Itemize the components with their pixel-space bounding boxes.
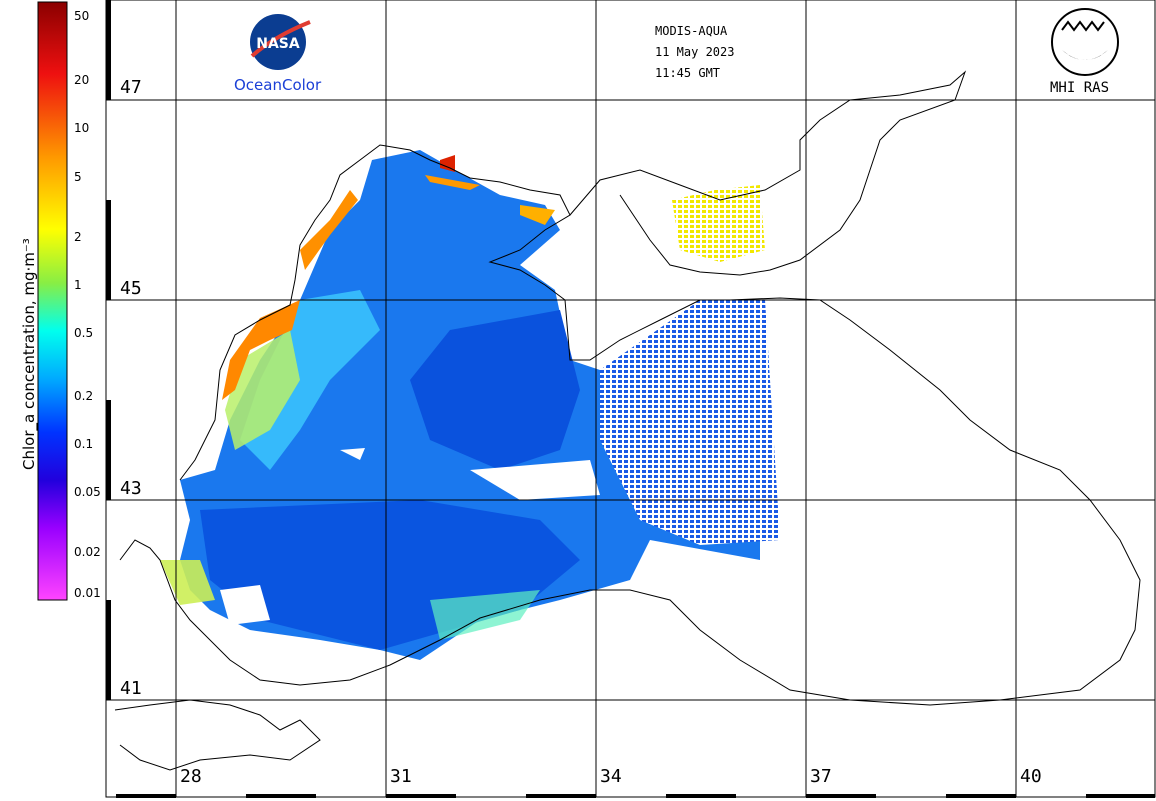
colorbar-tick: 0.01 (74, 586, 101, 600)
lat-scale-bar (106, 0, 111, 700)
mhi-ras-label: MHI RAS (1050, 80, 1110, 96)
azov-sea-swath (672, 185, 765, 262)
colorbar-tick: 20 (74, 73, 90, 87)
colorbar-tick: 10 (74, 121, 90, 135)
lat-label-43: 43 (120, 478, 142, 499)
lon-label-37: 37 (810, 766, 832, 787)
lon-label-40: 40 (1020, 766, 1042, 787)
lat-label-45: 45 (120, 278, 142, 299)
colorbar-tick: 0.05 (74, 485, 101, 499)
lon-label-34: 34 (600, 766, 622, 787)
nasa-logo: NASA (250, 14, 311, 70)
lon-label-31: 31 (390, 766, 412, 787)
lon-scale-bar (116, 794, 1155, 798)
colorbar-tick: 0.1 (74, 437, 94, 451)
colorbar-tick: 0.2 (74, 389, 94, 403)
mhi-ras-logo (1051, 8, 1119, 76)
colorbar-tick: 0.02 (74, 545, 101, 559)
colorbar-tick: 50 (74, 9, 90, 23)
graticule (106, 0, 1155, 797)
colorbar-tick: 0.5 (74, 326, 94, 340)
lon-label-28: 28 (180, 766, 202, 787)
sensor-label: MODIS-AQUA (655, 24, 728, 38)
lat-label-47: 47 (120, 77, 142, 98)
time-label: 11:45 GMT (655, 66, 721, 80)
nasa-wordmark: NASA (256, 36, 300, 52)
colorbar-title: Chlor_a concentration, mg·m⁻³ (20, 238, 38, 470)
date-label: 11 May 2023 (655, 45, 735, 59)
nasa-oceancolor-label: OceanColor (234, 76, 322, 94)
satellite-swath (600, 300, 780, 545)
colorbar (37, 1, 68, 601)
colorbar-tick: 2 (74, 230, 82, 244)
chlorophyll-field (160, 150, 760, 660)
colorbar-tick: 1 (74, 278, 82, 292)
lat-label-41: 41 (120, 678, 142, 699)
colorbar-tick: 5 (74, 170, 82, 184)
